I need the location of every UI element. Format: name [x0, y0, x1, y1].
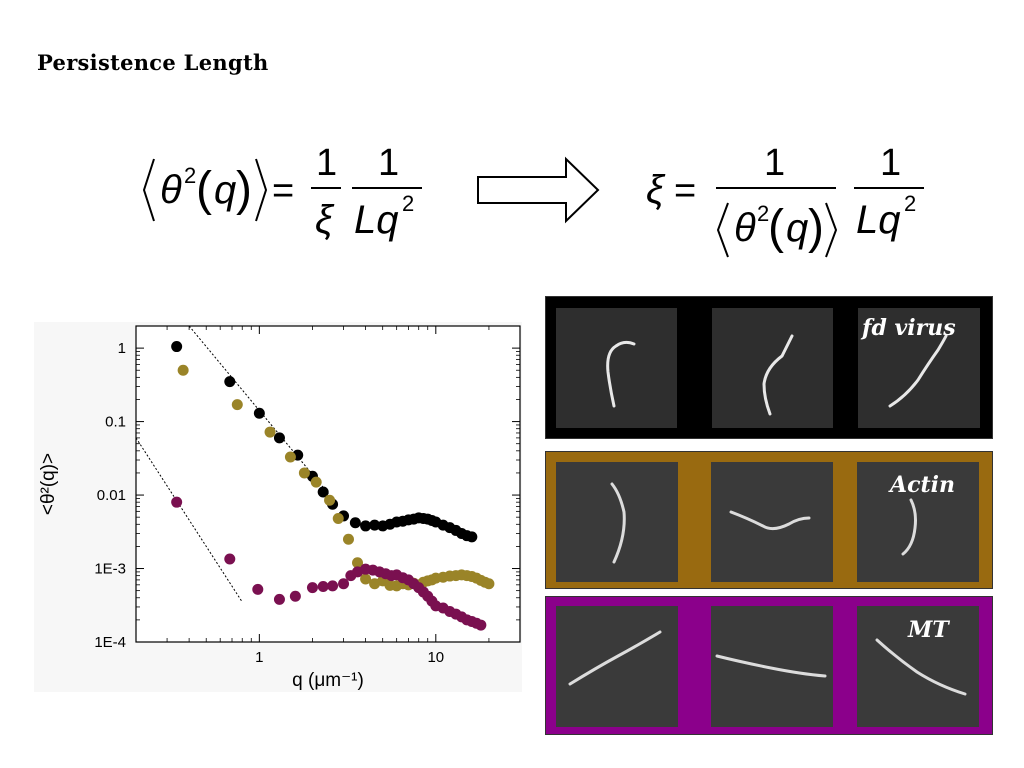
micrograph-image	[556, 308, 677, 428]
y-tick-label: 0.1	[105, 414, 126, 431]
y-tick-label: 1E-4	[94, 634, 126, 651]
data-point-mt	[317, 580, 329, 592]
micrograph-image	[858, 308, 980, 428]
equals-sign: =	[674, 170, 696, 212]
data-point-fd	[349, 517, 361, 529]
panel-actin: Actin	[545, 451, 993, 589]
fraction-bar	[311, 187, 341, 189]
data-point-mt	[273, 593, 285, 605]
panel-label: Actin	[890, 472, 955, 498]
data-point-actin	[483, 578, 495, 590]
data-point-fd	[369, 519, 381, 531]
equation-left-svg: θ 2 ( q ) = 1 ξ 1 Lq 2	[142, 145, 422, 242]
y-tick-label: 0.01	[97, 487, 126, 504]
data-point-mt	[475, 619, 487, 631]
data-point-actin	[324, 494, 336, 506]
data-point-actin	[231, 399, 243, 411]
q-symbol: q	[786, 206, 808, 250]
micrograph-image	[711, 606, 833, 727]
data-point-actin	[332, 512, 344, 524]
persistence-chart: 1 0.1 0.01 1E-3 1E-4 1 10 q (μm⁻¹) <θ²(q)>	[38, 325, 521, 691]
panel-label: fd virus	[862, 315, 956, 341]
theta-symbol: θ	[160, 168, 182, 212]
data-point-fd	[171, 341, 183, 353]
data-point-mt	[171, 496, 183, 508]
xi-symbol: ξ	[315, 198, 335, 242]
x-tick-label: 10	[427, 649, 444, 666]
superscript-two: 2	[184, 163, 196, 188]
data-point-fd	[360, 520, 372, 532]
fraction-bar	[716, 187, 836, 189]
close-paren: )	[236, 163, 252, 216]
data-point-mt	[252, 583, 264, 595]
superscript-two: 2	[904, 191, 916, 216]
micrograph-image	[857, 606, 979, 727]
open-paren: (	[196, 163, 212, 216]
panel-label: MT	[908, 617, 949, 643]
data-point-mt	[224, 553, 236, 565]
data-point-fd	[253, 407, 265, 419]
superscript-two: 2	[757, 201, 769, 226]
fraction-bar	[854, 187, 924, 189]
slide-title: Persistence Length	[37, 50, 269, 75]
panel-mt: MT	[545, 596, 993, 735]
data-point-actin	[310, 476, 322, 488]
data-point-actin	[264, 426, 276, 438]
q-symbol: q	[214, 168, 236, 212]
micrograph-image	[556, 462, 678, 582]
micrograph-image	[712, 308, 833, 428]
right-angle-bracket	[825, 202, 838, 258]
left-angle-bracket	[142, 158, 155, 222]
numerator-one: 1	[880, 145, 901, 184]
y-tick-label: 1	[118, 340, 126, 357]
y-tick-label: 1E-3	[94, 561, 126, 578]
data-point-mt	[327, 580, 339, 592]
xi-symbol: ξ	[646, 168, 666, 212]
x-axis-label: q (μm⁻¹)	[292, 670, 364, 691]
numerator-one: 1	[316, 145, 337, 184]
close-paren: )	[808, 201, 824, 254]
data-point-actin	[298, 467, 310, 479]
data-point-mt	[306, 582, 318, 594]
superscript-two: 2	[402, 191, 414, 216]
numerator-one: 1	[378, 145, 399, 184]
data-point-mt	[338, 578, 350, 590]
data-point-fd	[273, 432, 285, 444]
theta-symbol: θ	[734, 206, 756, 250]
data-point-fd	[224, 376, 236, 388]
left-angle-bracket	[716, 202, 729, 258]
data-point-actin	[352, 557, 364, 569]
y-axis-label: <θ²(q)>	[38, 453, 59, 515]
data-point-actin	[177, 364, 189, 376]
numerator-one: 1	[764, 145, 785, 184]
data-point-fd	[317, 486, 329, 498]
micrograph-image	[857, 462, 979, 582]
lq-symbol: Lq	[856, 198, 901, 242]
fraction-bar	[352, 187, 422, 189]
guide-line	[136, 437, 243, 603]
data-point-fd	[466, 531, 478, 543]
data-point-actin	[360, 573, 372, 585]
plot-frame	[135, 325, 521, 643]
data-point-actin	[342, 533, 354, 545]
panel-fd-virus: fd virus	[545, 296, 993, 439]
chart-container: 1 0.1 0.01 1E-3 1E-4 1 10 q (μm⁻¹) <θ²(q)>	[34, 322, 522, 692]
data-point-actin	[284, 451, 296, 463]
equation-right-svg: ξ = 1 θ 2 ( q ) 1 Lq 2	[646, 145, 924, 258]
micrograph-image	[711, 462, 833, 582]
data-point-mt	[289, 590, 301, 602]
right-angle-bracket	[255, 158, 268, 222]
micrograph-image	[556, 606, 678, 727]
equals-sign: =	[272, 170, 294, 212]
x-tick-label: 1	[255, 649, 263, 666]
implies-arrow-icon	[477, 156, 600, 224]
lq-symbol: Lq	[354, 198, 399, 242]
open-paren: (	[768, 201, 784, 254]
